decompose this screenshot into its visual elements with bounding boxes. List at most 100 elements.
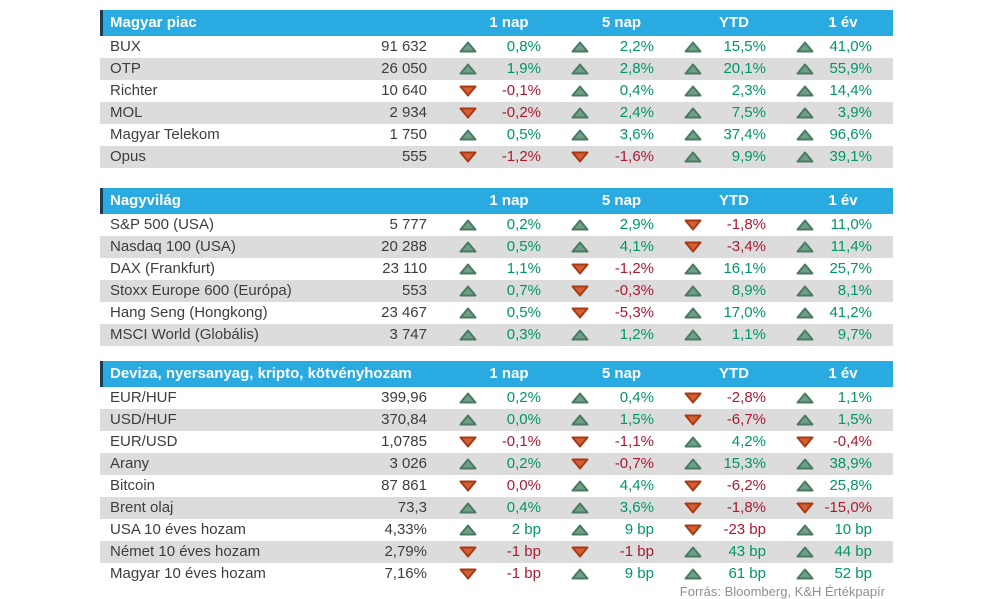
change-value: 9 bp — [624, 521, 654, 538]
change-cell: 9 bp — [562, 563, 675, 585]
triangle-up-icon — [796, 129, 814, 141]
triangle-down-icon — [459, 568, 477, 580]
change-cell: 3,6% — [562, 497, 675, 519]
change-value: -1,1% — [614, 433, 654, 450]
column-header-1nap: 1 nap — [489, 365, 529, 382]
change-value: 9,9% — [731, 148, 766, 165]
table-row: OTP 26 050 1,9% 2,8% 20,1% 55,9% — [100, 58, 893, 80]
instrument-name: OTP — [110, 60, 141, 77]
triangle-up-icon — [459, 502, 477, 514]
change-value: 0,2% — [506, 216, 541, 233]
instrument-name: Német 10 éves hozam — [110, 543, 261, 560]
triangle-up-icon — [796, 151, 814, 163]
change-value: 1,5% — [619, 411, 654, 428]
table-row: Bitcoin 87 861 0,0% 4,4% -6,2% 25,8% — [100, 475, 893, 497]
triangle-down-icon — [459, 85, 477, 97]
instrument-value: 1,0785 — [381, 433, 427, 450]
change-value: -1 bp — [506, 543, 541, 560]
change-value: -1 bp — [506, 565, 541, 582]
triangle-down-icon — [459, 546, 477, 558]
change-cell: 41,0% — [787, 36, 893, 58]
change-cell: 0,4% — [562, 387, 675, 409]
instrument-value: 91 632 — [381, 38, 427, 55]
change-cell: 17,0% — [675, 302, 787, 324]
change-cell: 0,2% — [450, 214, 562, 236]
table-row: BUX 91 632 0,8% 2,2% 15,5% 41,0% — [100, 36, 893, 58]
instrument-value: 3 026 — [389, 455, 427, 472]
change-cell: 61 bp — [675, 563, 787, 585]
instrument-name: Arany — [110, 455, 150, 472]
table-row: Nasdaq 100 (USA) 20 288 0,5% 4,1% -3,4% … — [100, 236, 893, 258]
triangle-down-icon — [571, 307, 589, 319]
change-value: 39,1% — [829, 148, 872, 165]
change-value: 25,8% — [829, 477, 872, 494]
instrument-value: 7,16% — [384, 565, 427, 582]
change-value: 61 bp — [728, 565, 766, 582]
triangle-down-icon — [796, 502, 814, 514]
change-cell: -2,8% — [675, 387, 787, 409]
change-cell: 2,8% — [562, 58, 675, 80]
triangle-up-icon — [459, 285, 477, 297]
column-header-ytd: YTD — [719, 192, 749, 209]
change-cell: -0,1% — [450, 80, 562, 102]
change-value: -0,1% — [501, 433, 541, 450]
table-row: EUR/USD 1,0785 -0,1% -1,1% 4,2% -0,4% — [100, 431, 893, 453]
change-value: 96,6% — [829, 126, 872, 143]
change-value: 15,3% — [723, 455, 766, 472]
change-value: 17,0% — [723, 304, 766, 321]
table-header: Nagyvilág 1 nap 5 nap YTD 1 év — [100, 188, 893, 214]
change-value: -6,7% — [726, 411, 766, 428]
change-cell: 8,1% — [787, 280, 893, 302]
change-cell: 37,4% — [675, 124, 787, 146]
change-cell: 16,1% — [675, 258, 787, 280]
triangle-down-icon — [459, 107, 477, 119]
change-value: 0,4% — [506, 499, 541, 516]
table-row: MOL 2 934 -0,2% 2,4% 7,5% 3,9% — [100, 102, 893, 124]
instrument-value: 23 110 — [382, 260, 427, 277]
table-row: Richter 10 640 -0,1% 0,4% 2,3% 14,4% — [100, 80, 893, 102]
triangle-up-icon — [571, 129, 589, 141]
change-value: 2,2% — [619, 38, 654, 55]
change-value: 0,5% — [506, 238, 541, 255]
change-cell: 0,5% — [450, 302, 562, 324]
instrument-value: 23 467 — [381, 304, 427, 321]
table-title: Magyar piac — [110, 14, 197, 31]
change-value: 0,4% — [619, 82, 654, 99]
triangle-down-icon — [571, 436, 589, 448]
change-cell: 4,4% — [562, 475, 675, 497]
change-value: 15,5% — [723, 38, 766, 55]
change-cell: -15,0% — [787, 497, 893, 519]
column-header-5nap: 5 nap — [601, 192, 642, 209]
table-row: Brent olaj 73,3 0,4% 3,6% -1,8% -15,0% — [100, 497, 893, 519]
triangle-up-icon — [684, 151, 702, 163]
change-cell: 0,0% — [450, 475, 562, 497]
triangle-up-icon — [459, 524, 477, 536]
triangle-up-icon — [459, 63, 477, 75]
change-value: -0,3% — [614, 282, 654, 299]
change-value: 1,1% — [731, 326, 766, 343]
table-row: USD/HUF 370,84 0,0% 1,5% -6,7% 1,5% — [100, 409, 893, 431]
change-cell: 41,2% — [787, 302, 893, 324]
instrument-value: 20 288 — [381, 238, 427, 255]
change-value: 20,1% — [723, 60, 766, 77]
triangle-up-icon — [684, 263, 702, 275]
change-value: -2,8% — [726, 389, 766, 406]
change-value: -0,7% — [614, 455, 654, 472]
change-cell: 3,9% — [787, 102, 893, 124]
instrument-value: 4,33% — [384, 521, 427, 538]
change-cell: 0,3% — [450, 324, 562, 346]
change-value: -1,6% — [614, 148, 654, 165]
instrument-name: MSCI World (Globális) — [110, 326, 259, 343]
instrument-value: 555 — [401, 148, 427, 165]
change-cell: 20,1% — [675, 58, 787, 80]
change-cell: -6,7% — [675, 409, 787, 431]
column-header-ytd: YTD — [719, 365, 749, 382]
change-value: 2,4% — [619, 104, 654, 121]
table-row: Stoxx Europe 600 (Európa) 553 0,7% -0,3%… — [100, 280, 893, 302]
change-value: 55,9% — [829, 60, 872, 77]
instrument-value: 1 750 — [389, 126, 427, 143]
change-value: 4,4% — [619, 477, 654, 494]
instrument-name: Brent olaj — [110, 499, 174, 516]
instrument-value: 26 050 — [381, 60, 427, 77]
change-value: 0,8% — [506, 38, 541, 55]
